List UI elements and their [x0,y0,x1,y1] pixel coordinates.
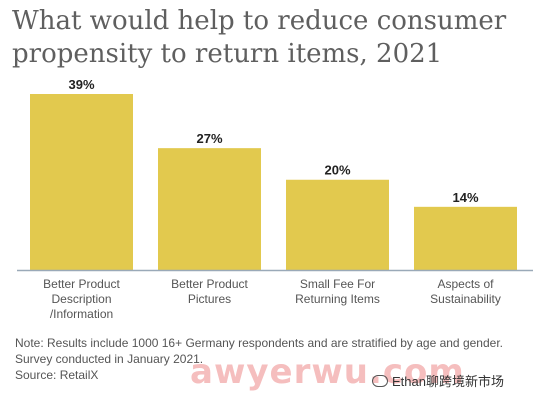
chart-title-line-2: propensity to return items, 2021 [12,39,443,69]
wechat-icon [372,374,388,387]
chart-title-line-1: What would help to reduce consumer [12,6,507,36]
wechat-tag: Ethan聊跨境新市场 [372,371,504,390]
category-label-1-line-1: Better Product [43,277,120,291]
chart-notes: Note: Results include 1000 16+ Germany r… [15,335,535,383]
data-label-1: 39% [68,77,94,92]
category-label-2-line-1: Better Product [171,277,248,291]
chart-title: What would help to reduce consumer prope… [12,5,537,71]
data-label-2: 27% [196,131,222,146]
category-label-4-line-1: Aspects of [437,277,494,291]
data-label-4: 14% [452,190,478,205]
bar-1 [30,94,133,270]
category-label-1-line-2: Description [51,292,111,306]
bar-4 [414,206,517,270]
note-line-2: Survey conducted in January 2021. [15,352,204,366]
watermark-text: awyerwu.com [190,352,465,392]
bar-2 [158,148,261,270]
note-line-1: Note: Results include 1000 16+ Germany r… [15,336,503,350]
category-label-1-line-3: /Information [50,307,113,321]
wechat-label: Ethan聊跨境新市场 [392,374,504,389]
category-label-3-line-2: Returning Items [295,292,380,306]
source-line: Source: RetailX [15,368,99,382]
data-label-3: 20% [324,163,350,178]
bar-chart: 39%Better ProductDescription/Information… [17,77,533,321]
category-label-2-line-2: Pictures [188,292,231,306]
bar-3 [286,179,389,270]
category-label-3-line-1: Small Fee For [300,277,375,291]
category-label-4-line-2: Sustainability [430,292,501,306]
